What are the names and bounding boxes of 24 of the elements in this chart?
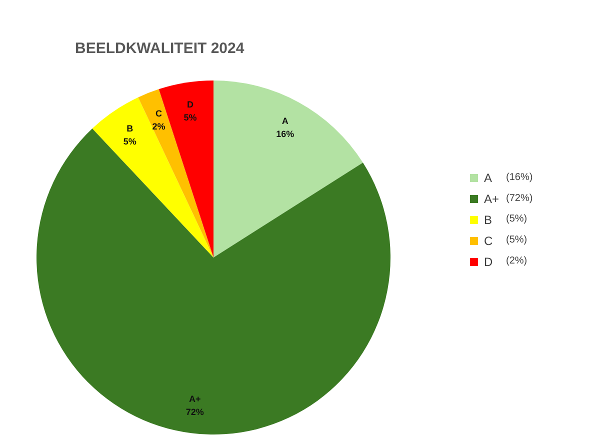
chart-title: BEELDKWALITEIT 2024 bbox=[75, 40, 245, 57]
slice-label: D bbox=[186, 100, 194, 110]
text: (16%) bbox=[506, 172, 533, 183]
legend-label: C bbox=[484, 234, 493, 248]
text: (2%) bbox=[506, 255, 528, 266]
data-label: 72% bbox=[186, 407, 204, 418]
text: (72%) bbox=[506, 192, 533, 204]
legend-label: A+ bbox=[484, 192, 500, 206]
pie-slice bbox=[92, 97, 214, 258]
legend-label: B bbox=[484, 213, 492, 227]
data-label: 5% bbox=[184, 112, 197, 123]
data-label: 5% bbox=[123, 136, 136, 147]
text: (5%) bbox=[506, 234, 528, 246]
legend-label: D bbox=[484, 255, 493, 269]
slice-label: C bbox=[156, 108, 163, 118]
pie-slice bbox=[214, 80, 363, 258]
data-label: 16% bbox=[276, 129, 294, 140]
legend-label: A bbox=[484, 171, 492, 185]
text: (5%) bbox=[506, 214, 528, 225]
slice-label: A+ bbox=[188, 394, 201, 404]
pie-slice bbox=[138, 89, 214, 258]
slice-label: A bbox=[282, 116, 289, 126]
slice-label: B bbox=[126, 124, 134, 134]
data-label: 2% bbox=[152, 121, 166, 132]
